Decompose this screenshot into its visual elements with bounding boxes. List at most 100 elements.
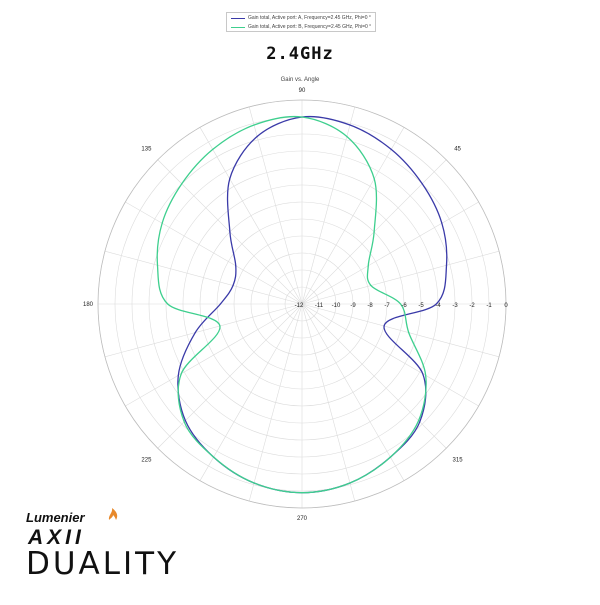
- radial-tick-label: -12: [295, 303, 304, 309]
- series-port-b-point: [418, 420, 420, 422]
- series-port-b-point: [161, 222, 163, 224]
- angle-tick-label: 270: [297, 516, 308, 522]
- grid-spoke: [248, 106, 303, 305]
- series-port-a-point: [383, 325, 385, 327]
- series-port-a-point: [184, 420, 186, 422]
- angle-tick-label: 225: [141, 458, 152, 464]
- grid-spoke: [248, 303, 303, 502]
- grid-spoke: [301, 127, 405, 305]
- grid-spoke: [125, 303, 303, 407]
- radial-tick-label: -3: [452, 303, 458, 309]
- grid-spoke: [301, 303, 356, 502]
- series-port-a-point: [229, 231, 231, 233]
- series-port-b-point: [213, 456, 215, 458]
- radial-tick-label: -1: [486, 303, 492, 309]
- series-port-a-point: [422, 373, 424, 375]
- series-port-b-point: [180, 373, 182, 375]
- grid-spoke: [157, 303, 303, 449]
- series-port-b-point: [253, 124, 255, 126]
- grid-spoke: [301, 250, 500, 305]
- series-port-a-point: [256, 135, 258, 138]
- series-port-a-point: [445, 264, 448, 266]
- grid-spoke: [301, 106, 356, 305]
- frequency-title: 2.4GHz: [266, 44, 334, 64]
- radial-tick-label: -6: [401, 303, 407, 309]
- axis-labels: -12 -11 -10 -9 -8 -7 -6 -5 -4 -3 -2 -1 0904513518022…: [83, 88, 508, 522]
- series-port-b-point: [301, 116, 303, 118]
- legend-entry-port-b: Gain total, Active port: B, Frequency=2.…: [231, 23, 371, 31]
- series-port-b-point: [167, 303, 169, 305]
- grid-spoke: [301, 303, 479, 407]
- legend-label-port-a: Gain total, Active port: A, Frequency=2.…: [248, 15, 371, 21]
- series-port-a-point: [419, 421, 421, 423]
- angle-tick-label: 45: [454, 146, 461, 152]
- series-port-b-point: [425, 374, 427, 376]
- outer-ring: [97, 99, 507, 509]
- series-port-b-point: [219, 325, 221, 327]
- grid-spoke: [301, 303, 405, 481]
- chart-title: Gain vs. Angle: [280, 77, 320, 83]
- radial-tick-label: -5: [418, 303, 424, 309]
- grid-spoke: [301, 303, 447, 449]
- grid-spoke: [104, 250, 303, 305]
- series-port-a-point: [229, 178, 231, 180]
- series-port-a-point: [177, 374, 179, 376]
- series-port-b-point: [400, 303, 402, 305]
- series-port-b-point: [349, 482, 351, 484]
- radial-tick-label: -11: [315, 303, 324, 309]
- series-port-b-point: [183, 421, 185, 423]
- grid-spoke: [301, 201, 479, 305]
- radial-tick-label: -9: [350, 303, 356, 309]
- series-port-b-point: [301, 492, 303, 494]
- radial-tick-label: -10: [332, 303, 341, 309]
- legend: Gain total, Active port: A, Frequency=2.…: [226, 12, 376, 32]
- series-port-b-point: [156, 264, 159, 266]
- series-port-a-point: [435, 303, 437, 305]
- series-port-b-point: [370, 284, 372, 287]
- series-port-b-point: [346, 135, 348, 138]
- series-port-b-point: [212, 148, 214, 151]
- brand-model: AXII: [28, 526, 85, 549]
- series-port-a-point: [349, 124, 351, 126]
- lumenier-flame-icon: [108, 508, 118, 520]
- series-port-a-point: [235, 265, 237, 267]
- series-port-b-point: [253, 482, 255, 484]
- brand-product: DUALITY: [26, 546, 180, 582]
- brand-lumenier: Lumenier: [26, 510, 85, 525]
- series-port-a-point: [232, 284, 234, 287]
- series-layer: [156, 115, 448, 494]
- series-port-b-point: [373, 231, 375, 233]
- radial-tick-label: -4: [435, 303, 441, 309]
- angle-tick-label: 180: [83, 302, 94, 308]
- series-port-a-point: [194, 331, 196, 334]
- series-port-b-point: [408, 331, 410, 334]
- angle-tick-label: 315: [453, 458, 464, 464]
- series-port-b-point: [389, 456, 391, 458]
- radial-tick-label: -7: [384, 303, 390, 309]
- series-port-a-point: [441, 222, 443, 224]
- angle-tick-label: 90: [299, 88, 306, 94]
- radial-tick-label: -8: [367, 303, 373, 309]
- angle-tick-label: 135: [141, 146, 152, 152]
- brand-logo: Lumenier AXII DUALITY: [26, 508, 226, 588]
- series-port-a-point: [421, 183, 423, 185]
- radial-tick-label: 0: [504, 303, 508, 309]
- series-port-b-point: [181, 183, 183, 185]
- series-port-a-point: [390, 148, 392, 151]
- legend-swatch-port-b: [231, 26, 245, 28]
- radial-tick-label: -2: [469, 303, 475, 309]
- grid-spoke: [125, 201, 303, 305]
- grid-spoke: [301, 303, 500, 358]
- grid-spoke: [199, 127, 303, 305]
- polar-grid: [97, 99, 507, 509]
- legend-swatch-port-a: [231, 17, 245, 19]
- series-port-b-point: [367, 265, 369, 267]
- legend-entry-port-a: Gain total, Active port: A, Frequency=2.…: [231, 14, 371, 22]
- legend-label-port-b: Gain total, Active port: B, Frequency=2.…: [248, 24, 372, 30]
- series-port-b-point: [373, 178, 375, 180]
- series-port-a-point: [219, 303, 221, 305]
- grid-spoke: [199, 303, 303, 481]
- grid-spoke: [104, 303, 303, 358]
